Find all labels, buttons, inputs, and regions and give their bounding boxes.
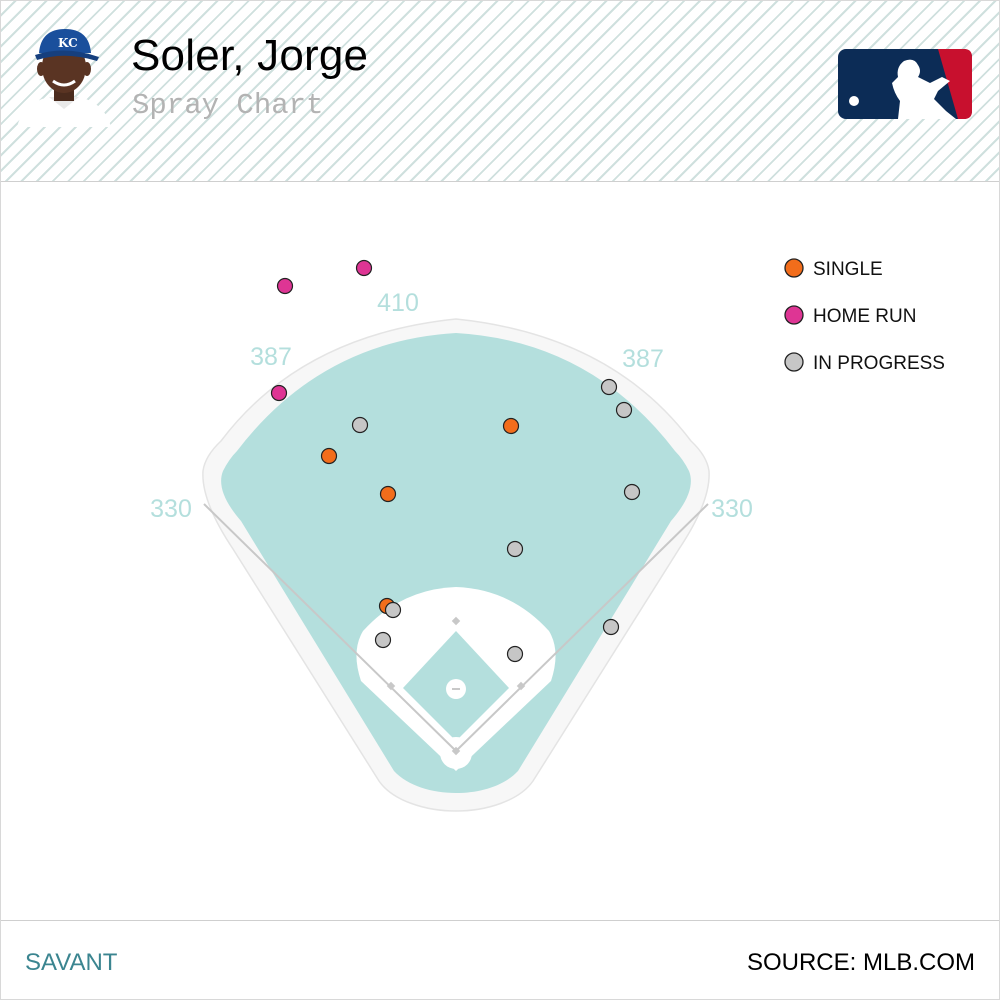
player-name: Soler, Jorge [131, 31, 369, 80]
left-foul-line [203, 503, 457, 752]
legend-marker-in-progress [784, 352, 804, 372]
first-base [516, 681, 526, 691]
legend-marker-single [784, 258, 804, 278]
hit-marker-in-progress-1 [600, 378, 618, 396]
pitchers-rubber [452, 688, 460, 690]
distance-label-center: 410 [377, 289, 419, 317]
legend-label-single: SINGLE [813, 259, 883, 280]
third-base [386, 681, 396, 691]
legend-marker-home-run [784, 305, 804, 325]
legend: SINGLE HOME RUN IN PROGRESS [784, 258, 945, 374]
hit-marker-single-2 [379, 485, 397, 503]
hit-marker-in-progress-2 [615, 401, 633, 419]
distance-label-left-line: 330 [150, 495, 192, 523]
savant-brand[interactable]: SAVANT [25, 949, 118, 976]
second-base [451, 616, 461, 626]
hit-marker-single-3 [502, 417, 520, 435]
outfield-grass [221, 333, 691, 793]
hit-marker-home-run-2 [355, 259, 373, 277]
svg-text:KC: KC [58, 36, 78, 50]
distance-label-right-center: 387 [622, 345, 664, 373]
footer: SAVANT SOURCE: MLB.COM [1, 920, 999, 999]
distance-label-right-line: 330 [711, 495, 753, 523]
legend-label-in-progress: IN PROGRESS [813, 353, 945, 374]
hit-marker-in-progress-8 [506, 645, 524, 663]
hit-marker-in-progress-3 [351, 416, 369, 434]
hit-marker-home-run-1 [276, 277, 294, 295]
mlb-logo [838, 49, 972, 119]
hit-marker-single-1 [320, 447, 338, 465]
legend-item-in-progress: IN PROGRESS [784, 352, 945, 374]
hit-marker-home-run-3 [270, 384, 288, 402]
legend-item-single: SINGLE [784, 258, 883, 280]
chart-subtitle: Spray Chart [132, 89, 324, 122]
source-credit: SOURCE: MLB.COM [746, 949, 975, 976]
hit-marker-in-progress-5 [506, 540, 524, 558]
right-foul-line [455, 503, 709, 752]
legend-label-home-run: HOME RUN [813, 306, 916, 327]
spray-chart: 330 387 410 387 330 SINGLE HOME RUN IN P… [150, 258, 945, 812]
hit-markers [270, 259, 641, 663]
legend-item-home-run: HOME RUN [784, 305, 916, 327]
hit-marker-in-progress-7 [374, 631, 392, 649]
player-headshot: KC [17, 29, 111, 127]
distance-label-left-center: 387 [250, 343, 292, 371]
home-plate [451, 746, 461, 756]
hit-marker-in-progress-9 [602, 618, 620, 636]
hit-marker-in-progress-4 [623, 483, 641, 501]
header: KC Soler, Jorge Spray Chart [1, 1, 999, 182]
hit-marker-in-progress-6 [384, 601, 402, 619]
